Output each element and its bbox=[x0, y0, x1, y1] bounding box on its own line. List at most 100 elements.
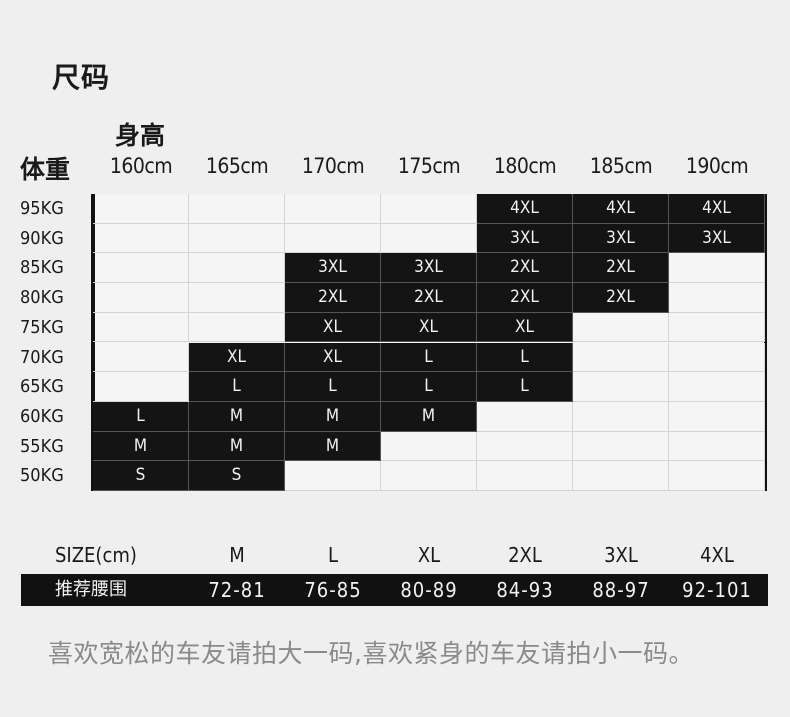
size-header-value: 2XL bbox=[508, 543, 542, 567]
size-cell: 3XL bbox=[477, 223, 573, 254]
weight-row-label: 80KG bbox=[20, 287, 64, 309]
empty-cell bbox=[285, 461, 381, 491]
empty-cell bbox=[573, 431, 669, 462]
empty-cell bbox=[669, 401, 765, 432]
waist-range-value: 76-85 bbox=[304, 578, 362, 602]
empty-cell bbox=[573, 372, 669, 402]
size-cell: L bbox=[93, 401, 189, 432]
empty-cell bbox=[189, 253, 285, 284]
empty-cell bbox=[285, 223, 381, 254]
size-cell: XL bbox=[189, 342, 285, 373]
empty-cell bbox=[573, 342, 669, 373]
weight-row-label: 70KG bbox=[20, 346, 64, 368]
empty-cell bbox=[189, 194, 285, 224]
empty-cell bbox=[189, 223, 285, 254]
weight-row-label: 90KG bbox=[20, 227, 64, 249]
waist-range-value: 84-93 bbox=[496, 578, 554, 602]
size-cell: L bbox=[477, 342, 573, 373]
height-header: 170cm bbox=[301, 154, 365, 178]
empty-cell bbox=[93, 312, 189, 343]
empty-cell bbox=[189, 312, 285, 343]
empty-cell bbox=[573, 401, 669, 432]
empty-cell bbox=[93, 194, 189, 224]
size-cell: 2XL bbox=[477, 253, 573, 284]
waist-label: 推荐腰围 bbox=[55, 579, 127, 600]
weight-row-label: 55KG bbox=[20, 435, 64, 457]
size-cell: XL bbox=[381, 312, 477, 343]
waist-bar bbox=[21, 574, 768, 606]
size-cell: 2XL bbox=[381, 283, 477, 313]
size-cell: M bbox=[285, 401, 381, 432]
height-axis-label: 身高 bbox=[115, 121, 166, 150]
weight-row-label: 75KG bbox=[20, 316, 64, 338]
empty-cell bbox=[93, 253, 189, 284]
size-cell: S bbox=[93, 461, 189, 491]
empty-cell bbox=[477, 461, 573, 491]
empty-cell bbox=[93, 342, 189, 373]
size-header-label: SIZE(cm) bbox=[55, 543, 137, 567]
size-header-value: 4XL bbox=[700, 543, 734, 567]
weight-row-label: 95KG bbox=[20, 198, 64, 219]
size-cell: L bbox=[381, 372, 477, 402]
size-cell: L bbox=[381, 342, 477, 373]
weight-row-label: 60KG bbox=[20, 405, 64, 427]
size-header-value: L bbox=[327, 543, 339, 567]
empty-cell bbox=[381, 223, 477, 254]
empty-cell bbox=[381, 431, 477, 462]
empty-cell bbox=[669, 372, 765, 402]
size-cell: L bbox=[285, 372, 381, 402]
empty-cell bbox=[573, 312, 669, 343]
height-header: 190cm bbox=[685, 154, 749, 178]
empty-cell bbox=[93, 283, 189, 313]
size-cell: 3XL bbox=[381, 253, 477, 284]
empty-cell bbox=[573, 461, 669, 491]
size-cell: L bbox=[477, 372, 573, 402]
waist-range-value: 88-97 bbox=[592, 578, 650, 602]
waist-range-value: 80-89 bbox=[400, 578, 458, 602]
size-cell: 3XL bbox=[285, 253, 381, 284]
size-cell: 3XL bbox=[669, 223, 765, 254]
empty-cell bbox=[669, 461, 765, 491]
size-cell: M bbox=[189, 431, 285, 462]
size-cell: XL bbox=[285, 312, 381, 343]
height-header: 175cm bbox=[397, 154, 461, 178]
size-header-value: M bbox=[229, 543, 245, 567]
size-cell: M bbox=[189, 401, 285, 432]
size-cell: 2XL bbox=[477, 283, 573, 313]
size-cell: 2XL bbox=[573, 283, 669, 313]
empty-cell bbox=[285, 194, 381, 224]
size-header-value: 3XL bbox=[604, 543, 638, 567]
size-cell: 4XL bbox=[573, 194, 669, 224]
empty-cell bbox=[381, 194, 477, 224]
size-cell: 2XL bbox=[285, 283, 381, 313]
height-header: 160cm bbox=[109, 154, 173, 178]
weight-row-label: 85KG bbox=[20, 257, 64, 279]
empty-cell bbox=[669, 431, 765, 462]
size-cell: M bbox=[285, 431, 381, 462]
empty-cell bbox=[669, 283, 765, 313]
height-header: 180cm bbox=[493, 154, 557, 178]
empty-cell bbox=[477, 431, 573, 462]
empty-cell bbox=[669, 253, 765, 284]
size-cell: 4XL bbox=[477, 194, 573, 224]
size-cell: M bbox=[93, 431, 189, 462]
height-header: 185cm bbox=[589, 154, 653, 178]
size-cell: S bbox=[189, 461, 285, 491]
size-header-value: XL bbox=[417, 543, 441, 567]
empty-cell bbox=[477, 401, 573, 432]
size-cell: XL bbox=[285, 342, 381, 373]
height-header: 165cm bbox=[205, 154, 269, 178]
weight-axis-label: 体重 bbox=[20, 155, 71, 184]
empty-cell bbox=[93, 372, 189, 402]
size-cell: 2XL bbox=[573, 253, 669, 284]
empty-cell bbox=[189, 283, 285, 313]
waist-range-value: 92-101 bbox=[682, 578, 752, 602]
size-cell: 3XL bbox=[573, 223, 669, 254]
waist-range-value: 72-81 bbox=[208, 578, 266, 602]
size-cell: 4XL bbox=[669, 194, 765, 224]
empty-cell bbox=[381, 461, 477, 491]
empty-cell bbox=[669, 342, 765, 373]
weight-row-label: 50KG bbox=[20, 465, 64, 487]
empty-cell bbox=[669, 312, 765, 343]
footnote: 喜欢宽松的车友请拍大一码,喜欢紧身的车友请拍小一码。 bbox=[48, 639, 694, 668]
